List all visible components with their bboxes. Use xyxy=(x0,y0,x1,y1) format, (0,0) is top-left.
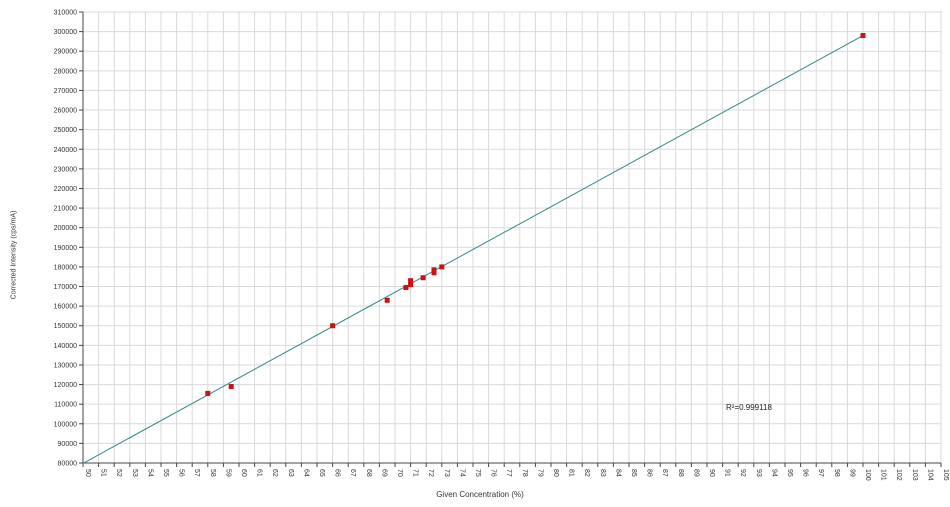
regression-line xyxy=(82,35,864,464)
x-tick-label: 99 xyxy=(848,469,855,477)
y-tick-label: 280000 xyxy=(54,68,77,75)
r-squared-annotation: R²=0.999118 xyxy=(726,403,772,412)
data-point xyxy=(408,278,414,284)
plot-area xyxy=(82,11,942,464)
x-tick-label: 73 xyxy=(443,469,450,477)
x-tick-label: 94 xyxy=(770,469,777,477)
y-tick-label: 80000 xyxy=(58,461,78,468)
x-tick-label: 103 xyxy=(911,469,918,481)
y-tick-label: 200000 xyxy=(54,225,77,232)
x-tick-label: 91 xyxy=(724,469,731,477)
x-tick-label: 61 xyxy=(256,469,263,477)
data-point xyxy=(205,390,211,396)
y-tick-label: 250000 xyxy=(54,127,77,134)
x-tick-label: 68 xyxy=(365,469,372,477)
x-tick-label: 57 xyxy=(193,469,200,477)
data-point xyxy=(431,270,437,276)
x-tick-label: 89 xyxy=(692,469,699,477)
x-tick-label: 65 xyxy=(318,469,325,477)
y-tick-label: 120000 xyxy=(54,382,77,389)
data-point xyxy=(408,282,414,288)
x-tick-label: 69 xyxy=(380,469,387,477)
x-tick-label: 79 xyxy=(536,469,543,477)
y-tick-label: 130000 xyxy=(54,362,77,369)
y-tick-label: 260000 xyxy=(54,108,77,115)
x-tick-label: 76 xyxy=(490,469,497,477)
x-tick-label: 63 xyxy=(287,469,294,477)
x-tick-label: 56 xyxy=(178,469,185,477)
y-tick-label: 210000 xyxy=(54,206,77,213)
y-tick-label: 310000 xyxy=(54,10,77,17)
x-tick-label: 51 xyxy=(100,469,107,477)
x-tick-label: 86 xyxy=(646,469,653,477)
y-tick-label: 290000 xyxy=(54,49,77,56)
x-tick-label: 60 xyxy=(240,469,247,477)
x-tick-label: 98 xyxy=(833,469,840,477)
y-tick-label: 230000 xyxy=(54,166,77,173)
x-tick-label: 104 xyxy=(926,469,933,481)
x-tick-label: 101 xyxy=(880,469,887,481)
x-tick-label: 75 xyxy=(474,469,481,477)
data-point xyxy=(860,33,866,39)
data-point xyxy=(431,267,437,273)
x-tick-label: 81 xyxy=(568,469,575,477)
y-tick-label: 240000 xyxy=(54,147,77,154)
x-tick-label: 52 xyxy=(115,469,122,477)
x-tick-label: 67 xyxy=(349,469,356,477)
x-tick-label: 88 xyxy=(677,469,684,477)
y-tick-label: 220000 xyxy=(54,186,77,193)
x-tick-label: 70 xyxy=(396,469,403,477)
x-tick-label: 84 xyxy=(614,469,621,477)
y-tick-label: 180000 xyxy=(54,264,77,271)
data-point xyxy=(420,275,426,281)
x-tick-label: 62 xyxy=(271,469,278,477)
x-tick-label: 58 xyxy=(209,469,216,477)
x-tick-label: 53 xyxy=(131,469,138,477)
x-tick-label: 74 xyxy=(458,469,465,477)
y-tick-label: 140000 xyxy=(54,343,77,350)
x-tick-label: 87 xyxy=(661,469,668,477)
x-tick-label: 97 xyxy=(817,469,824,477)
y-axis-label: Corrected Intensity (cps/mA) xyxy=(10,210,18,300)
data-point xyxy=(228,384,234,390)
x-tick-label: 105 xyxy=(942,469,949,481)
x-tick-label: 66 xyxy=(334,469,341,477)
x-tick-label: 80 xyxy=(552,469,559,477)
data-point xyxy=(439,264,445,270)
x-tick-label: 59 xyxy=(224,469,231,477)
x-tick-label: 100 xyxy=(864,469,871,481)
y-tick-label: 90000 xyxy=(58,441,78,448)
x-tick-label: 78 xyxy=(521,469,528,477)
x-tick-label: 90 xyxy=(708,469,715,477)
x-tick-label: 95 xyxy=(786,469,793,477)
x-tick-label: 72 xyxy=(427,469,434,477)
y-tick-label: 170000 xyxy=(54,284,77,291)
x-tick-label: 64 xyxy=(302,469,309,477)
x-tick-label: 96 xyxy=(802,469,809,477)
x-tick-label: 50 xyxy=(84,469,91,477)
x-tick-label: 93 xyxy=(755,469,762,477)
x-tick-label: 54 xyxy=(146,469,153,477)
y-tick-label: 270000 xyxy=(54,88,77,95)
x-tick-label: 102 xyxy=(895,469,902,481)
x-tick-label: 92 xyxy=(739,469,746,477)
y-tick-label: 100000 xyxy=(54,421,77,428)
data-point xyxy=(403,285,409,291)
x-tick-label: 82 xyxy=(583,469,590,477)
y-tick-label: 190000 xyxy=(54,245,77,252)
x-tick-label: 55 xyxy=(162,469,169,477)
y-tick-label: 300000 xyxy=(54,29,77,36)
x-tick-label: 77 xyxy=(505,469,512,477)
x-axis-label: Given Concentration (%) xyxy=(436,490,524,499)
y-tick-label: 110000 xyxy=(54,402,77,409)
data-point xyxy=(330,323,336,329)
y-tick-label: 160000 xyxy=(54,304,77,311)
x-tick-label: 71 xyxy=(412,469,419,477)
data-point xyxy=(384,297,390,303)
y-tick-label: 150000 xyxy=(54,323,77,330)
x-tick-label: 83 xyxy=(599,469,606,477)
x-tick-label: 85 xyxy=(630,469,637,477)
